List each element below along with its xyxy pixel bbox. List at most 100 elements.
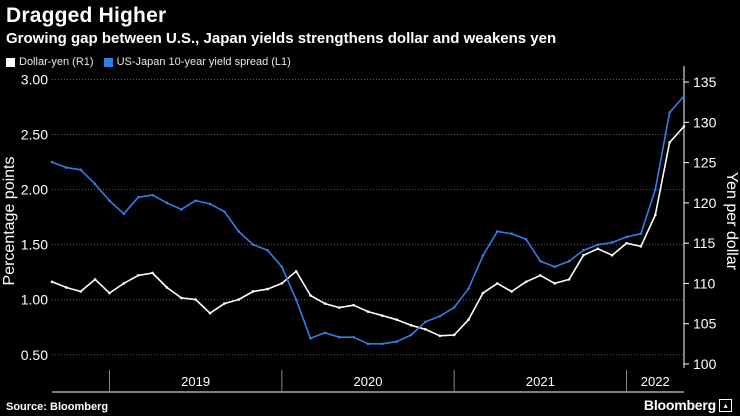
data-point-yield-spread [251,243,255,246]
right-tick-label: 110 [693,275,716,291]
brand-logo: Bloomberg ▴ [644,397,732,413]
data-point-dollar-yen [79,290,83,293]
data-point-yield-spread [395,340,399,343]
data-point-dollar-yen [352,303,355,307]
data-point-dollar-yen [122,282,126,285]
data-point-yield-spread [237,230,241,233]
data-point-yield-spread [495,230,499,233]
data-point-yield-spread [65,166,68,169]
x-tick-label: 2022 [641,374,670,389]
data-point-dollar-yen [280,282,284,285]
data-point-dollar-yen [596,247,600,251]
data-point-yield-spread [467,287,470,291]
data-point-yield-spread [136,196,140,199]
data-point-dollar-yen [151,271,154,275]
data-point-dollar-yen [108,291,111,295]
data-point-dollar-yen [165,286,169,289]
right-tick-label: 135 [693,74,717,90]
data-point-dollar-yen [381,314,384,317]
data-point-dollar-yen [223,302,226,305]
data-point-yield-spread [165,201,169,205]
data-point-dollar-yen [668,141,671,144]
data-point-yield-spread [323,331,327,335]
data-point-yield-spread [481,254,485,257]
data-point-dollar-yen [582,253,585,257]
data-point-yield-spread [653,188,657,191]
source-note: Source: Bloomberg [6,401,109,413]
data-point-dollar-yen [208,311,212,315]
data-point-yield-spread [79,168,83,172]
data-point-dollar-yen [510,290,513,293]
data-point-yield-spread [381,342,384,346]
data-point-yield-spread [337,335,341,339]
data-point-yield-spread [266,248,269,252]
data-point-dollar-yen [294,270,298,273]
data-point-dollar-yen [438,334,442,338]
data-point-yield-spread [108,199,111,202]
left-tick-label: 1.00 [21,292,48,308]
legend-label-dollar-yen: Dollar-yen (R1) [19,56,94,68]
data-point-dollar-yen [179,296,183,300]
data-point-yield-spread [208,202,212,206]
data-point-yield-spread [179,208,183,211]
right-tick-label: 105 [693,316,717,332]
data-point-dollar-yen [682,125,686,128]
data-point-yield-spread [151,193,154,197]
left-tick-label: 1.50 [21,237,48,253]
left-tick-label: 0.50 [21,347,48,363]
series-line-dollar-yen [51,125,685,337]
data-point-yield-spread [582,248,585,252]
data-point-yield-spread [294,298,298,302]
right-tick-label: 130 [693,114,717,130]
data-point-yield-spread [596,243,600,246]
bloomberg-chart-icon: ▴ [719,398,732,412]
data-point-yield-spread [553,265,557,268]
right-tick-label: 100 [693,356,717,372]
x-tick-label: 2020 [354,374,383,389]
data-point-dollar-yen [567,278,571,281]
data-point-yield-spread [539,259,542,263]
data-point-dollar-yen [625,241,628,245]
right-tick-label: 125 [693,155,717,171]
data-point-yield-spread [194,199,197,202]
data-point-dollar-yen [553,282,557,285]
data-point-yield-spread [510,232,513,235]
data-point-dollar-yen [194,298,197,301]
x-tick-label: 2019 [181,374,210,389]
data-point-dollar-yen [366,310,370,313]
data-point-yield-spread [122,212,126,216]
chart-subtitle: Growing gap between U.S., Japan yields s… [6,30,557,47]
data-point-dollar-yen [495,282,499,285]
right-tick-label: 115 [693,235,716,251]
data-point-dollar-yen [337,306,341,309]
data-point-yield-spread [438,314,442,318]
data-point-dollar-yen [424,328,427,331]
data-point-dollar-yen [653,213,657,217]
data-point-yield-spread [682,94,686,98]
legend-swatch-dollar-yen [6,57,15,67]
data-point-yield-spread [567,259,571,263]
data-point-yield-spread [610,241,614,244]
data-point-dollar-yen [395,318,399,321]
data-point-yield-spread [639,232,643,235]
data-point-yield-spread [366,342,370,346]
data-point-dollar-yen [639,245,643,248]
left-tick-label: 3.00 [21,72,48,88]
data-point-dollar-yen [251,290,255,293]
data-point-yield-spread [50,160,54,164]
data-point-dollar-yen [237,298,241,301]
data-point-dollar-yen [309,294,312,297]
chart-title: Dragged Higher [6,4,167,27]
data-point-yield-spread [524,237,528,241]
right-axis-title: Yen per dollar [723,172,740,271]
data-point-dollar-yen [50,280,54,284]
legend-label-yield-spread: US-Japan 10-year yield spread (L1) [116,56,291,68]
left-axis-title: Percentage points [1,157,18,286]
data-point-yield-spread [424,320,427,324]
data-point-yield-spread [223,210,226,213]
data-point-dollar-yen [323,302,327,305]
data-point-dollar-yen [610,253,614,257]
series-line-yield-spread [51,95,685,345]
data-point-yield-spread [309,336,312,340]
data-point-yield-spread [668,111,671,114]
